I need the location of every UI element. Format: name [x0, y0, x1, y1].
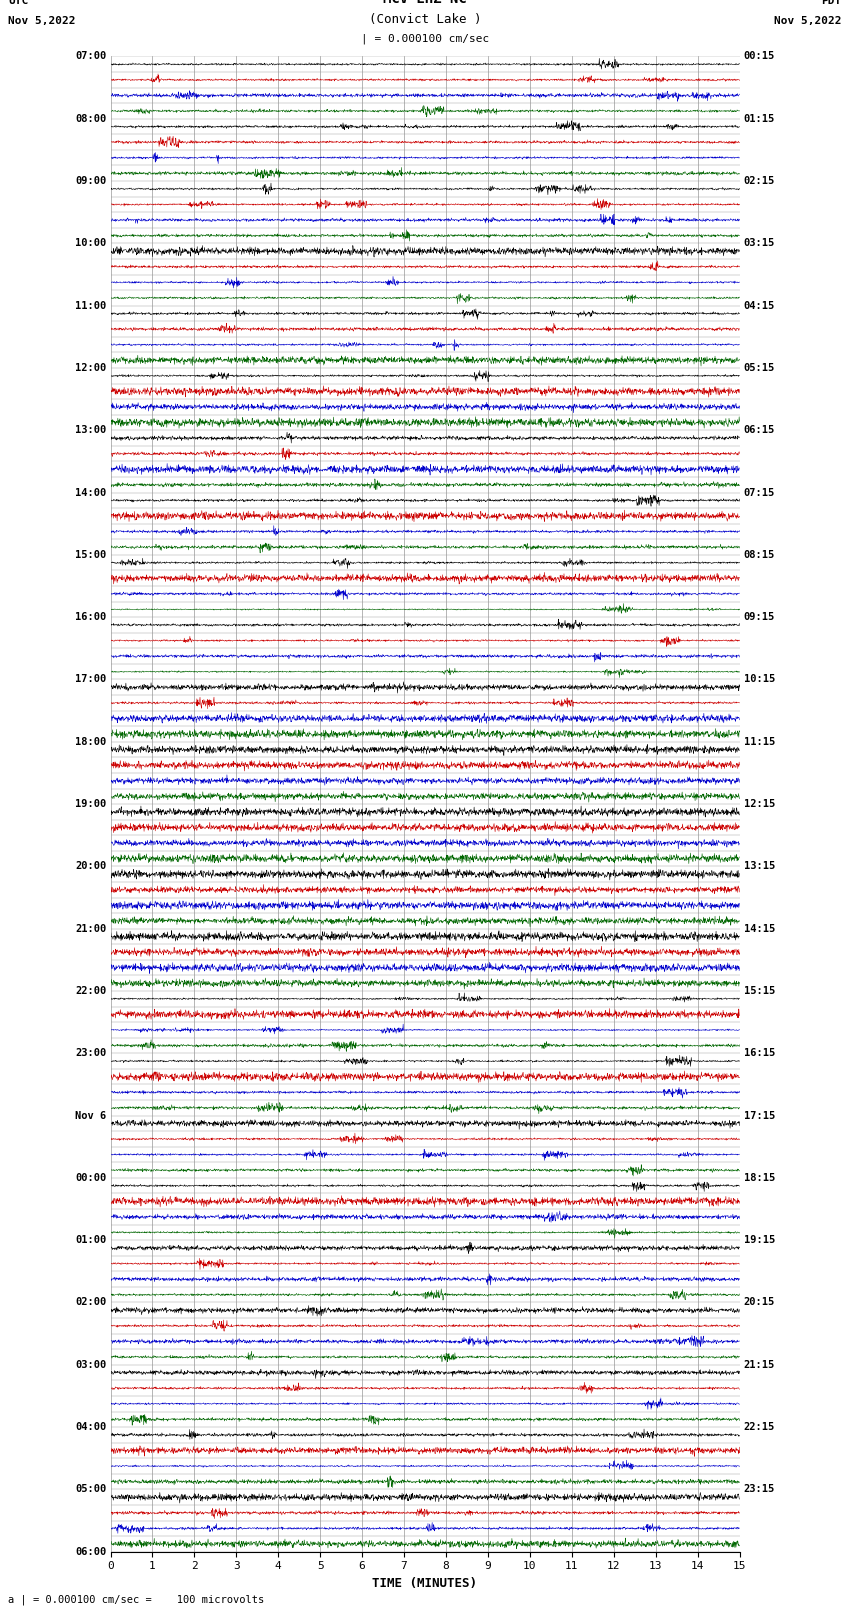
Text: 17:15: 17:15 [744, 1111, 775, 1121]
Text: 14:15: 14:15 [744, 924, 775, 934]
Text: Nov 5,2022: Nov 5,2022 [774, 16, 842, 26]
Text: (Convict Lake ): (Convict Lake ) [369, 13, 481, 26]
Text: 07:00: 07:00 [75, 52, 106, 61]
Text: 02:15: 02:15 [744, 176, 775, 185]
Text: 21:15: 21:15 [744, 1360, 775, 1369]
Text: | = 0.000100 cm/sec: | = 0.000100 cm/sec [361, 32, 489, 44]
Text: 20:15: 20:15 [744, 1297, 775, 1308]
Text: 04:00: 04:00 [75, 1423, 106, 1432]
Text: 06:00: 06:00 [75, 1547, 106, 1557]
Text: 12:15: 12:15 [744, 798, 775, 810]
Text: 15:00: 15:00 [75, 550, 106, 560]
Text: 08:00: 08:00 [75, 115, 106, 124]
Text: 23:00: 23:00 [75, 1048, 106, 1058]
Text: 00:15: 00:15 [744, 52, 775, 61]
Text: 03:00: 03:00 [75, 1360, 106, 1369]
Text: 00:00: 00:00 [75, 1173, 106, 1182]
Text: 13:15: 13:15 [744, 861, 775, 871]
Text: MCV EHZ NC: MCV EHZ NC [383, 0, 467, 6]
Text: 10:00: 10:00 [75, 239, 106, 248]
Text: 12:00: 12:00 [75, 363, 106, 373]
Text: 10:15: 10:15 [744, 674, 775, 684]
Text: Nov 6: Nov 6 [75, 1111, 106, 1121]
Text: 16:00: 16:00 [75, 613, 106, 623]
Text: 03:15: 03:15 [744, 239, 775, 248]
Text: 17:00: 17:00 [75, 674, 106, 684]
Text: 01:00: 01:00 [75, 1236, 106, 1245]
Text: 07:15: 07:15 [744, 487, 775, 497]
Text: 09:15: 09:15 [744, 613, 775, 623]
Text: 04:15: 04:15 [744, 300, 775, 311]
Text: 21:00: 21:00 [75, 924, 106, 934]
Text: 18:00: 18:00 [75, 737, 106, 747]
Text: 15:15: 15:15 [744, 986, 775, 995]
Text: 20:00: 20:00 [75, 861, 106, 871]
Text: 19:15: 19:15 [744, 1236, 775, 1245]
Text: 05:15: 05:15 [744, 363, 775, 373]
Text: PDT: PDT [821, 0, 842, 6]
Text: 13:00: 13:00 [75, 426, 106, 436]
Text: 22:15: 22:15 [744, 1423, 775, 1432]
Text: 06:15: 06:15 [744, 426, 775, 436]
Text: 02:00: 02:00 [75, 1297, 106, 1308]
Text: 01:15: 01:15 [744, 115, 775, 124]
Text: UTC: UTC [8, 0, 29, 6]
Text: 05:00: 05:00 [75, 1484, 106, 1494]
Text: 14:00: 14:00 [75, 487, 106, 497]
Text: 19:00: 19:00 [75, 798, 106, 810]
Text: 08:15: 08:15 [744, 550, 775, 560]
Text: 11:00: 11:00 [75, 300, 106, 311]
Text: 22:00: 22:00 [75, 986, 106, 995]
Text: Nov 5,2022: Nov 5,2022 [8, 16, 76, 26]
Text: 16:15: 16:15 [744, 1048, 775, 1058]
Text: 09:00: 09:00 [75, 176, 106, 185]
Text: 18:15: 18:15 [744, 1173, 775, 1182]
X-axis label: TIME (MINUTES): TIME (MINUTES) [372, 1578, 478, 1590]
Text: 23:15: 23:15 [744, 1484, 775, 1494]
Text: 11:15: 11:15 [744, 737, 775, 747]
Text: a | = 0.000100 cm/sec =    100 microvolts: a | = 0.000100 cm/sec = 100 microvolts [8, 1594, 264, 1605]
